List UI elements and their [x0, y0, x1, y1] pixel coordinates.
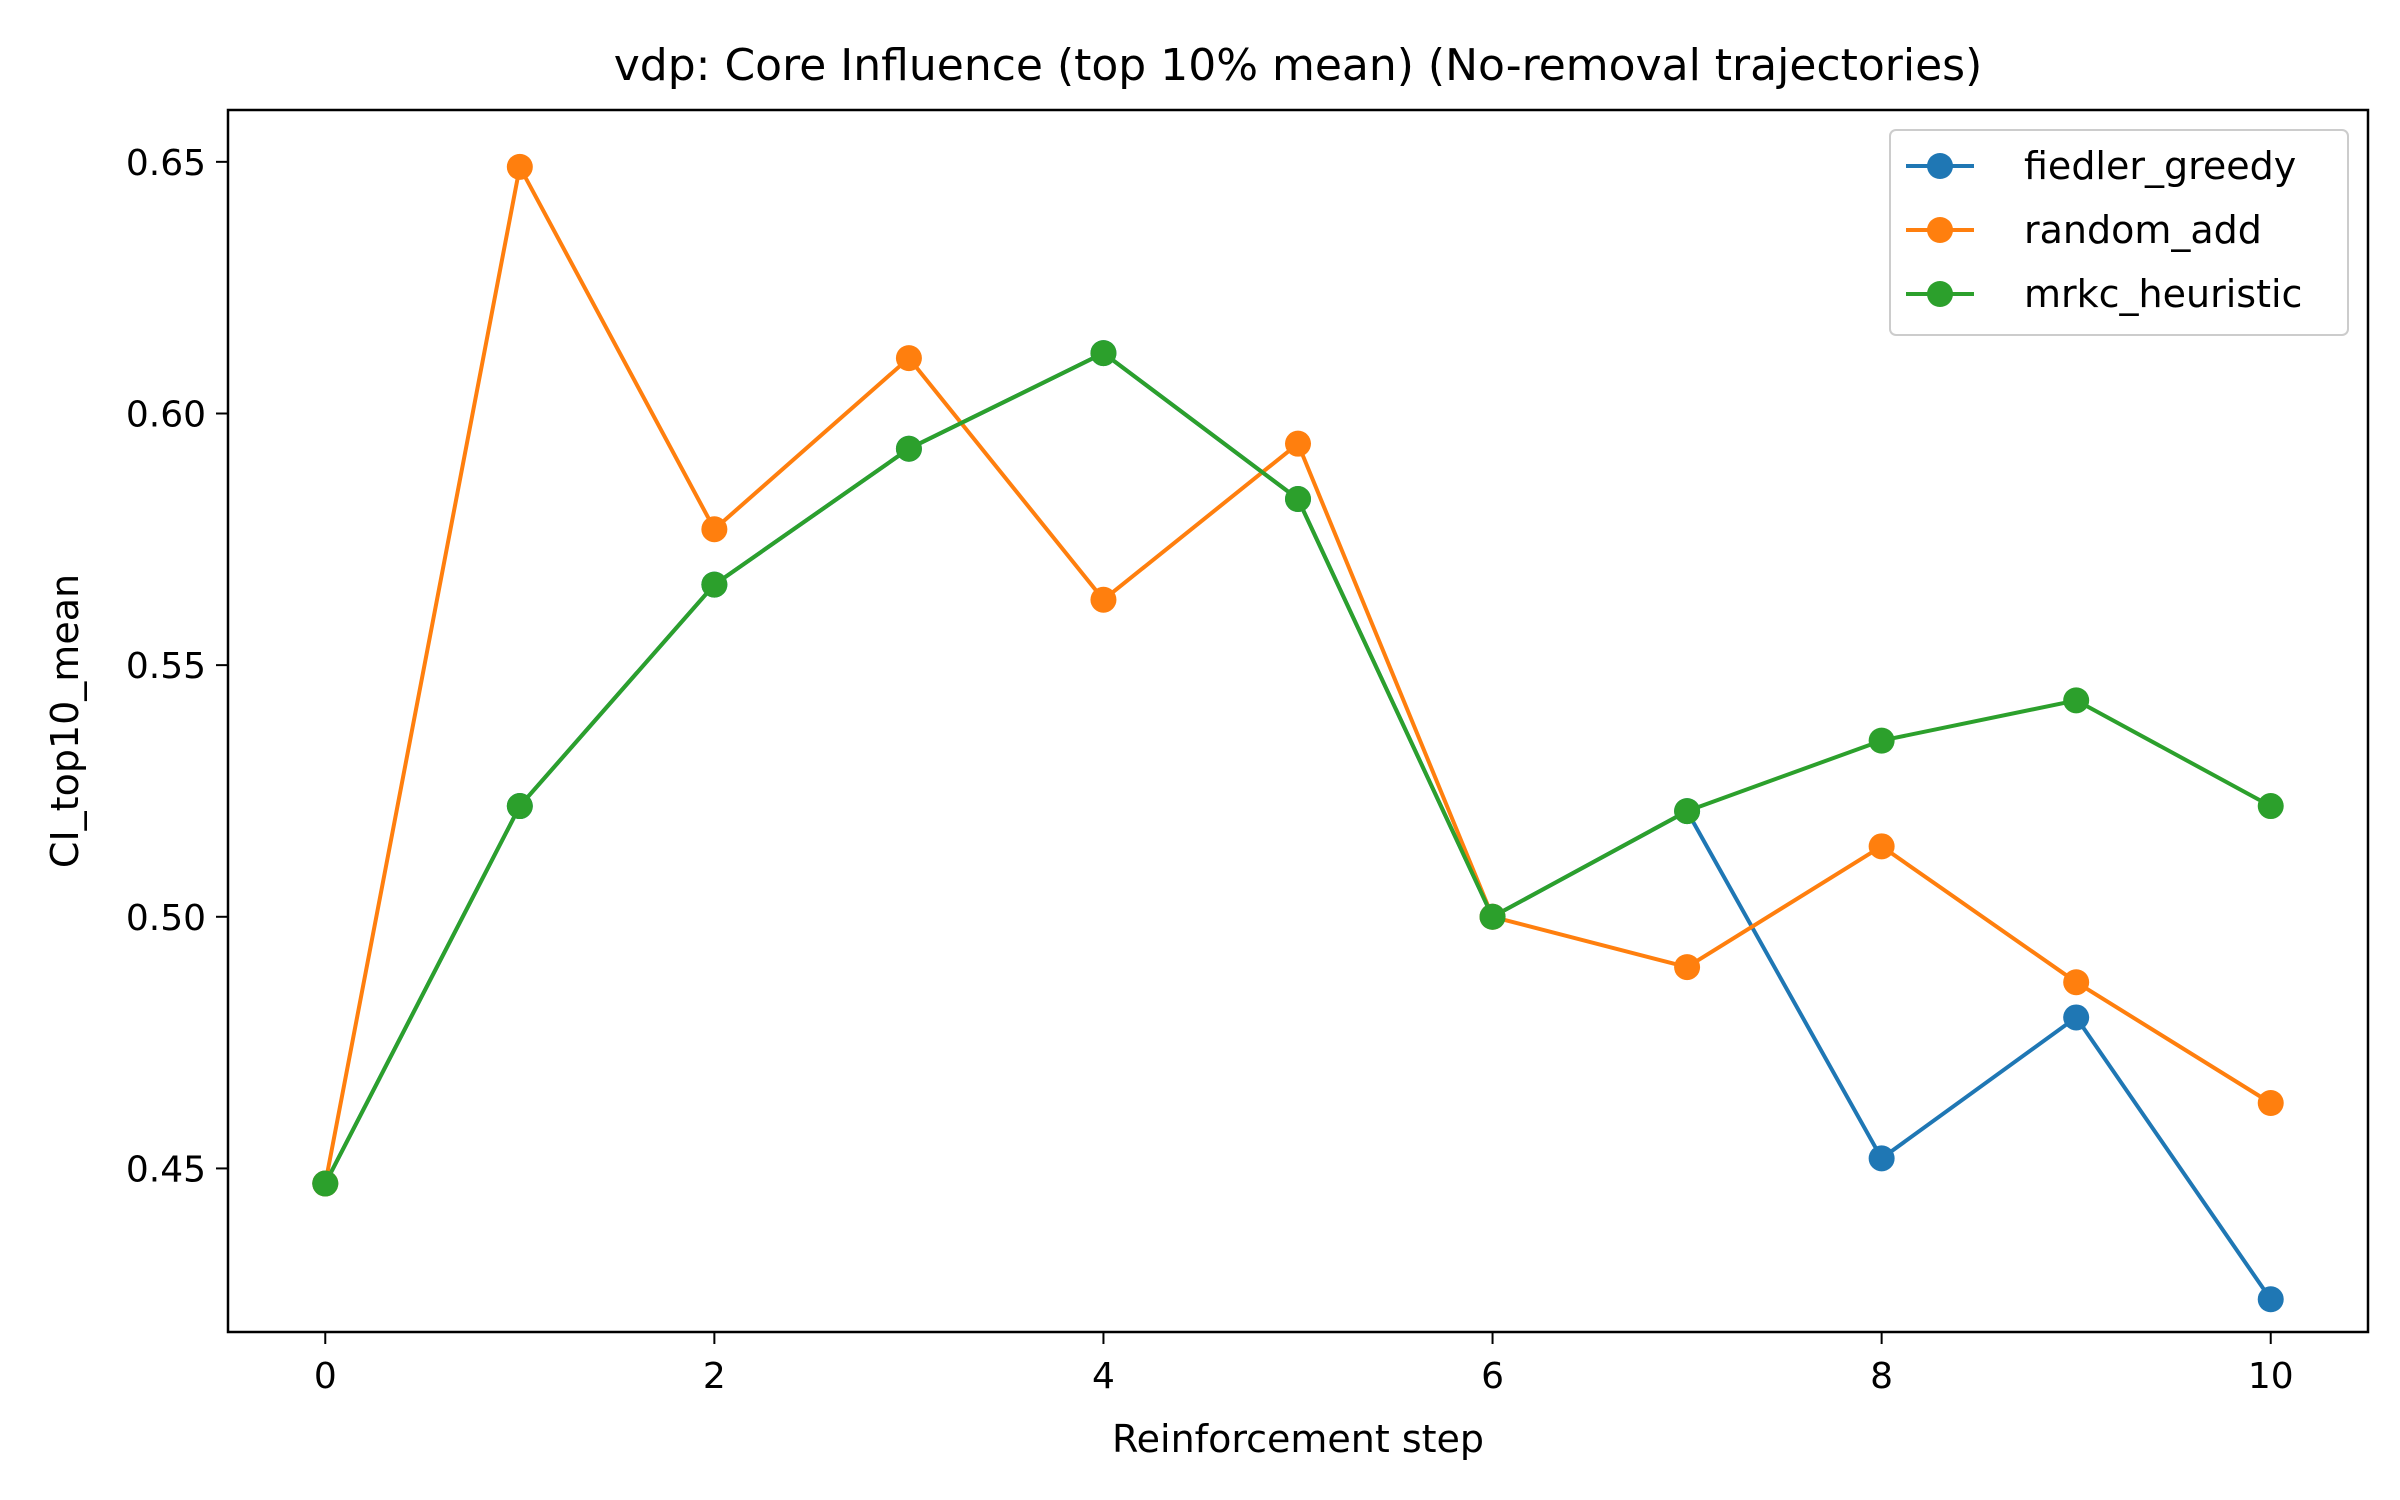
x-tick-label: 6	[1481, 1356, 1504, 1397]
data-point-mrkc-heuristic	[1868, 727, 1895, 754]
data-point-mrkc-heuristic	[1090, 340, 1117, 367]
legend-marker-fiedler-greedy	[1927, 153, 1953, 179]
y-tick-label: 0.50	[126, 898, 206, 939]
series-markers	[312, 153, 2284, 1313]
data-point-fiedler-greedy	[2257, 1286, 2284, 1313]
legend-label-mrkc-heuristic: mrkc_heuristic	[2024, 272, 2302, 316]
data-point-mrkc-heuristic	[506, 793, 533, 820]
y-tick-label: 0.45	[126, 1149, 206, 1190]
y-tick-label: 0.60	[126, 394, 206, 435]
legend-marker-random-add	[1927, 217, 1953, 243]
data-point-random-add	[1285, 430, 1311, 457]
chart-title: vdp: Core Influence (top 10% mean) (No-r…	[614, 40, 1983, 91]
legend-box	[1889, 129, 2349, 336]
data-point-random-add	[2063, 969, 2090, 996]
x-tick-label: 10	[2248, 1356, 2294, 1397]
plot-frame	[226, 108, 2370, 1334]
x-tick-label: 0	[314, 1356, 337, 1397]
x-tick-label: 4	[1092, 1356, 1115, 1397]
y-tick-label: 0.55	[126, 646, 206, 687]
legend-marker-mrkc-heuristic	[1927, 281, 1953, 307]
data-point-mrkc-heuristic	[1479, 903, 1506, 930]
data-point-mrkc-heuristic	[701, 571, 728, 598]
y-axis-label: CI_top10_mean	[43, 574, 87, 868]
data-point-mrkc-heuristic	[1285, 486, 1311, 513]
data-point-random-add	[506, 153, 533, 180]
data-point-random-add	[1674, 954, 1701, 981]
y-axis-ticks: 0.45 0.50 0.55 0.60 0.65	[126, 143, 228, 1190]
data-point-random-add	[1090, 586, 1117, 613]
data-point-random-add	[2257, 1090, 2284, 1117]
data-point-fiedler-greedy	[2063, 1004, 2090, 1031]
data-point-random-add	[701, 516, 728, 543]
data-point-mrkc-heuristic	[1674, 798, 1701, 825]
data-point-mrkc-heuristic	[2063, 687, 2090, 714]
data-point-mrkc-heuristic	[895, 435, 922, 462]
data-point-fiedler-greedy	[1868, 1145, 1895, 1172]
y-tick-label: 0.65	[126, 143, 206, 184]
x-tick-label: 8	[1870, 1356, 1893, 1397]
data-point-random-add	[895, 345, 922, 372]
legend-label-fiedler-greedy: fiedler_greedy	[2024, 144, 2296, 188]
x-axis-label: Reinforcement step	[1112, 1417, 1484, 1461]
legend-label-random-add: random_add	[2024, 208, 2262, 252]
data-point-random-add	[1868, 833, 1895, 860]
data-point-mrkc-heuristic	[2257, 793, 2284, 820]
x-tick-label: 2	[703, 1356, 726, 1397]
legend: fiedler_greedy random_add mrkc_heuristic	[1889, 129, 2349, 336]
x-axis-ticks: 0 2 4 6 8 10	[314, 1332, 2294, 1397]
data-point-mrkc-heuristic	[312, 1170, 339, 1197]
